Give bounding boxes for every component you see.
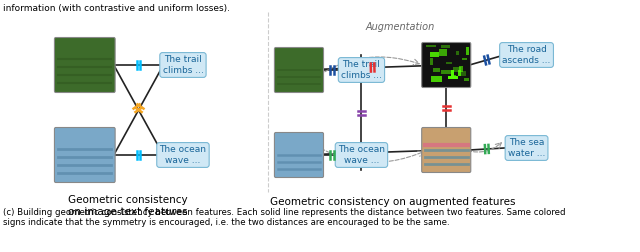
FancyBboxPatch shape	[54, 128, 115, 182]
FancyBboxPatch shape	[431, 76, 442, 82]
FancyBboxPatch shape	[275, 47, 323, 92]
FancyBboxPatch shape	[446, 62, 452, 64]
Text: The trail
climbs ...: The trail climbs ...	[341, 60, 382, 80]
FancyBboxPatch shape	[54, 38, 115, 92]
FancyBboxPatch shape	[441, 45, 450, 48]
FancyBboxPatch shape	[426, 45, 436, 47]
FancyBboxPatch shape	[460, 66, 463, 72]
FancyBboxPatch shape	[453, 67, 461, 72]
FancyBboxPatch shape	[448, 76, 458, 79]
FancyBboxPatch shape	[430, 58, 433, 65]
Text: (c) Building geometric consistency between features. Each solid line represents : (c) Building geometric consistency betwe…	[3, 208, 565, 227]
FancyBboxPatch shape	[456, 51, 460, 55]
FancyBboxPatch shape	[433, 68, 440, 72]
FancyBboxPatch shape	[458, 70, 461, 76]
FancyBboxPatch shape	[422, 43, 471, 87]
FancyBboxPatch shape	[458, 71, 466, 76]
FancyBboxPatch shape	[430, 51, 440, 57]
FancyBboxPatch shape	[467, 47, 468, 54]
Text: Augmentation: Augmentation	[366, 22, 435, 32]
Text: Geometric consistency on augmented features: Geometric consistency on augmented featu…	[270, 197, 515, 207]
Text: The ocean
wave ...: The ocean wave ...	[159, 145, 207, 165]
FancyBboxPatch shape	[439, 49, 447, 56]
FancyBboxPatch shape	[451, 70, 454, 78]
FancyBboxPatch shape	[442, 70, 452, 74]
Text: The sea
water ...: The sea water ...	[508, 138, 545, 158]
Text: The road
ascends ...: The road ascends ...	[502, 45, 551, 65]
Text: Geometric consistency
on image-text features: Geometric consistency on image-text feat…	[68, 195, 188, 217]
FancyBboxPatch shape	[275, 133, 323, 177]
Text: The trail
climbs ...: The trail climbs ...	[163, 55, 204, 75]
Text: The ocean
wave ...: The ocean wave ...	[338, 145, 385, 165]
FancyBboxPatch shape	[422, 128, 471, 173]
FancyBboxPatch shape	[462, 58, 467, 60]
FancyBboxPatch shape	[451, 75, 456, 79]
Text: information (with contrastive and uniform losses).: information (with contrastive and unifor…	[3, 4, 230, 13]
FancyBboxPatch shape	[464, 78, 468, 81]
